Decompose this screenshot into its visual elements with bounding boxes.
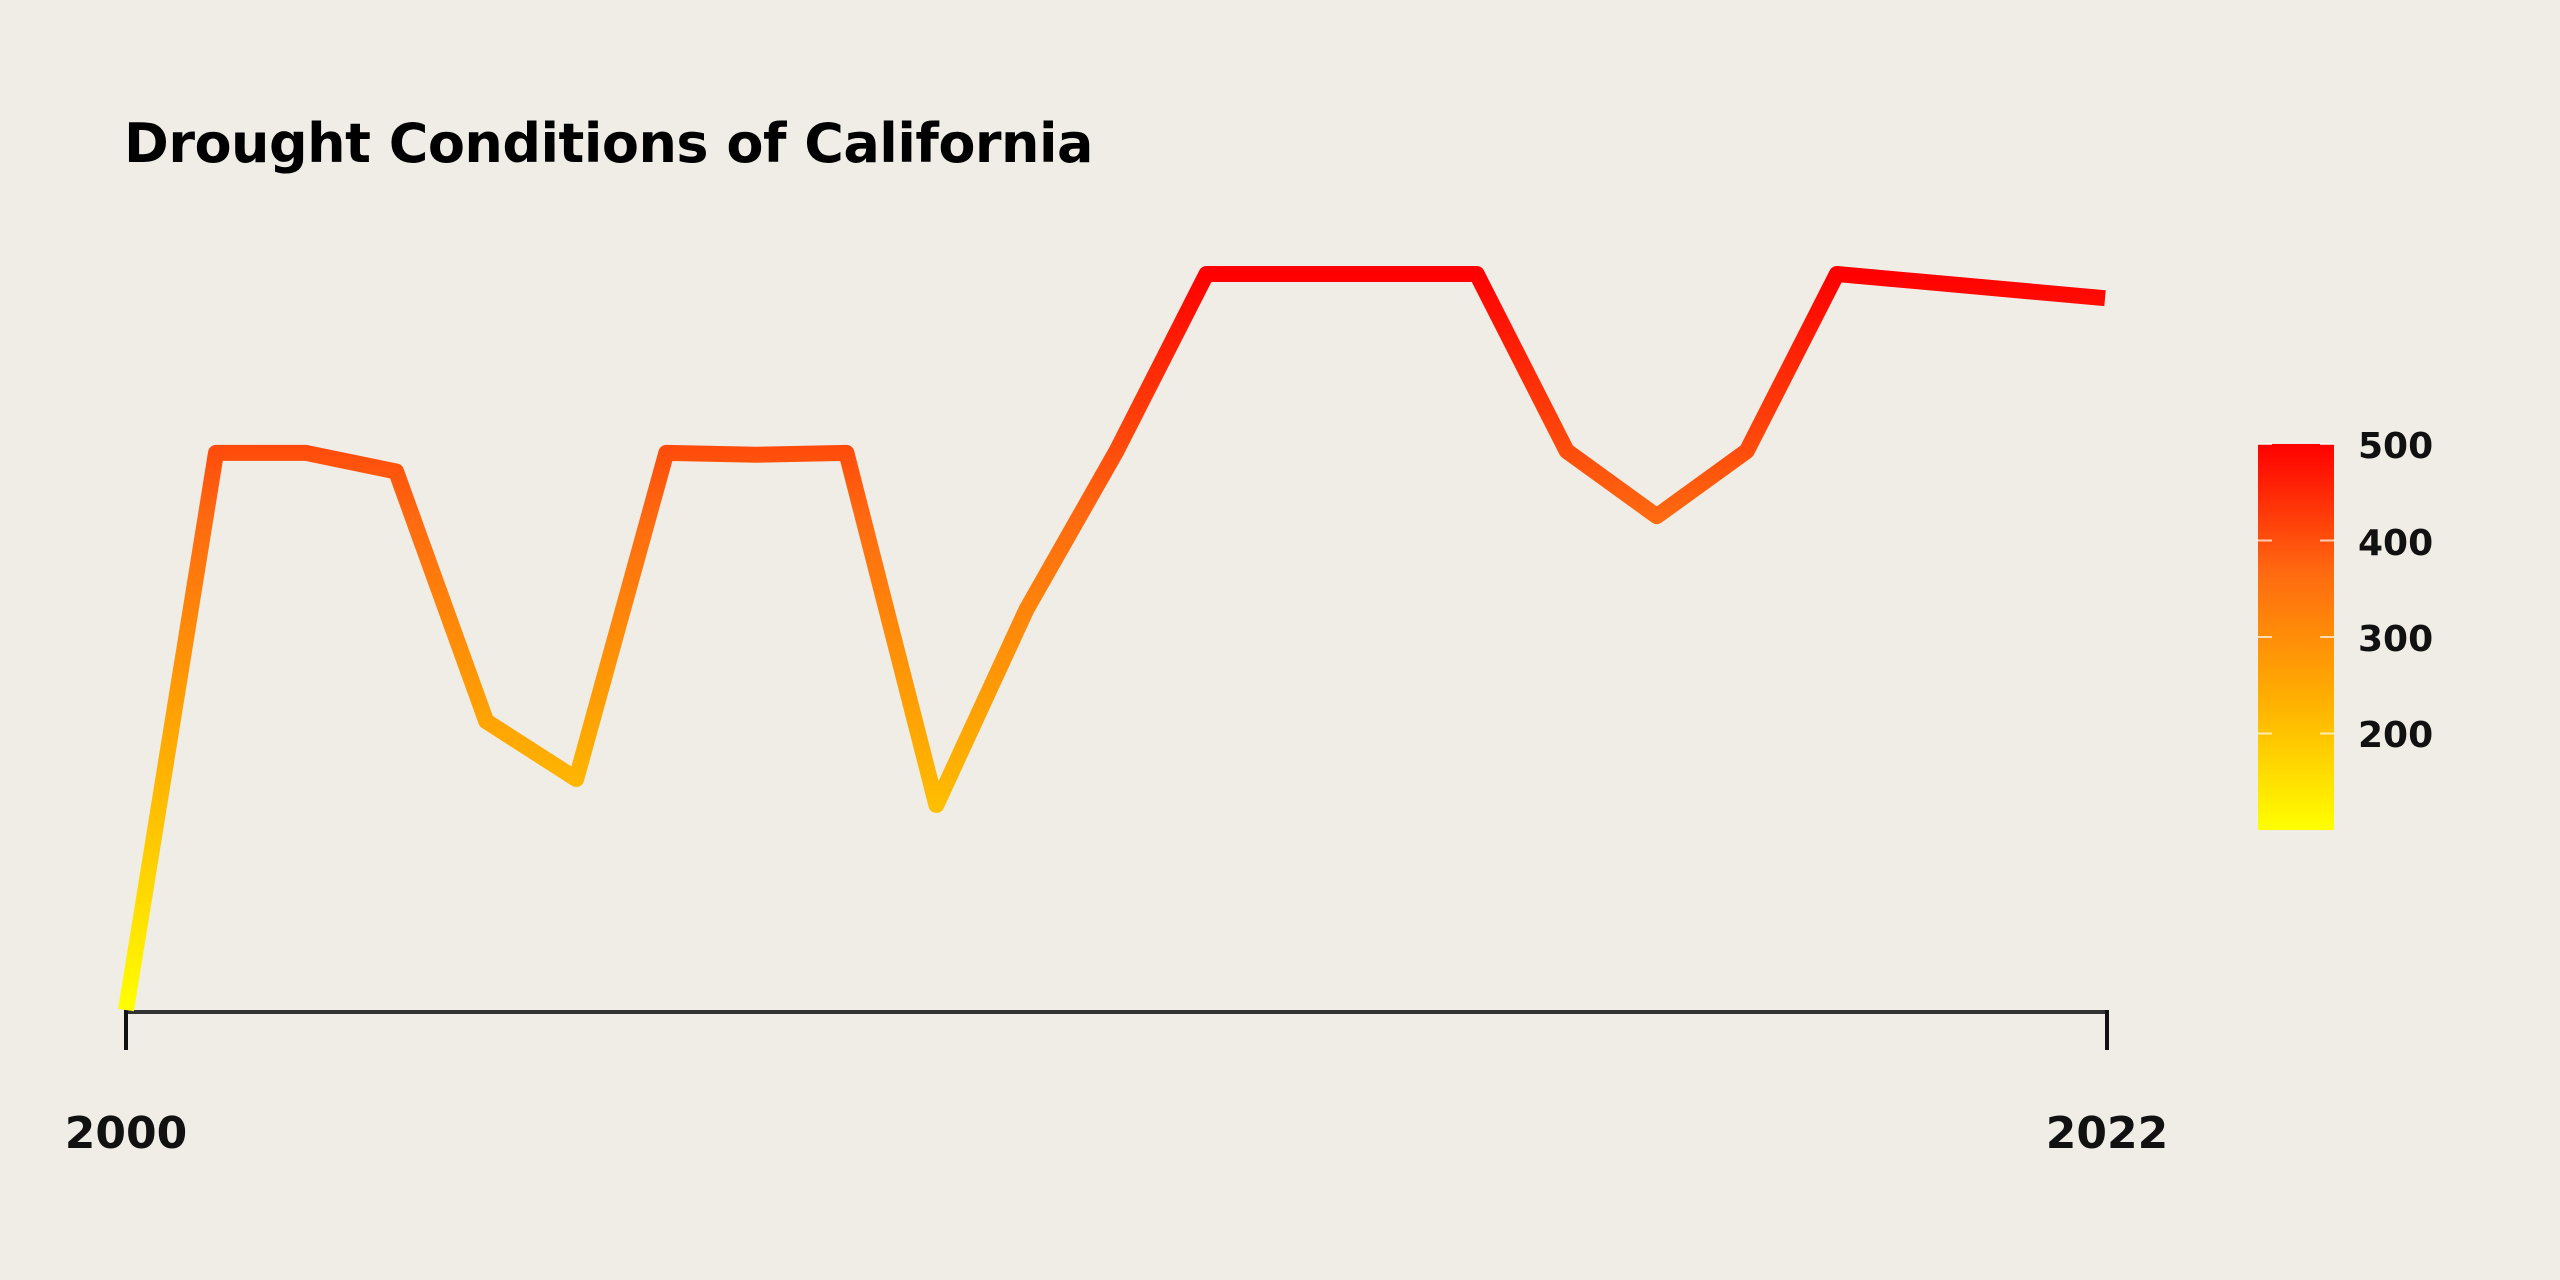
x-tick-label-start: 2000: [65, 1108, 187, 1159]
series-drought: [118, 266, 2106, 1012]
colorbar-legend: 200 300 400 500: [2258, 426, 2433, 830]
colorbar-label-500: 500: [2358, 426, 2433, 467]
colorbar-label-300: 300: [2358, 619, 2433, 660]
series-line: [118, 266, 2106, 1012]
x-axis: 2000 2022: [65, 1010, 2168, 1159]
colorbar-label-200: 200: [2358, 715, 2433, 756]
chart-title: Drought Conditions of California: [124, 112, 1093, 175]
colorbar-label-400: 400: [2358, 523, 2433, 564]
x-tick-label-end: 2022: [2046, 1108, 2168, 1159]
